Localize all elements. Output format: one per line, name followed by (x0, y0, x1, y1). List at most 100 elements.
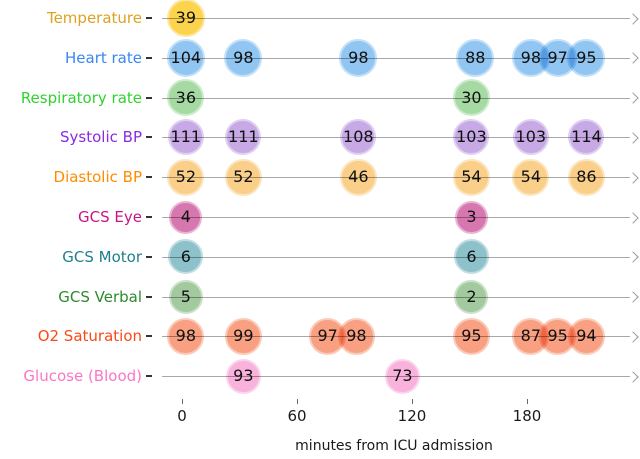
bubble-value: 95 (461, 326, 482, 346)
data-bubble: 2 (454, 279, 489, 314)
arrow-right-icon (627, 12, 639, 25)
data-bubble: 98 (224, 38, 263, 77)
data-bubble: 93 (225, 358, 261, 394)
bubble-value: 94 (576, 326, 597, 346)
y-tick-mark (146, 17, 152, 19)
bubble-value: 36 (175, 87, 196, 107)
data-bubble: 6 (453, 239, 489, 275)
row-timeline (162, 97, 630, 99)
y-tick-mark (146, 216, 152, 218)
bubble-value: 98 (520, 47, 541, 67)
data-bubble: 98 (167, 317, 205, 355)
y-tick-mark (146, 176, 152, 179)
data-bubble: 94 (567, 317, 605, 355)
data-bubble: 98 (339, 38, 378, 77)
data-bubble: 99 (224, 317, 262, 355)
bubble-value: 39 (175, 8, 196, 27)
data-bubble: 111 (225, 119, 262, 156)
row-label: O2 Saturation (37, 327, 142, 346)
data-bubble: 103 (453, 119, 490, 156)
row-timeline (162, 137, 630, 139)
data-bubble: 52 (167, 158, 205, 196)
bubble-value: 54 (461, 167, 482, 187)
data-bubble: 39 (166, 0, 205, 37)
x-axis-title: minutes from ICU admission (295, 438, 493, 454)
y-tick-mark (146, 255, 152, 258)
x-tick-mark (527, 399, 528, 404)
row-label: Systolic BP (60, 128, 142, 147)
bubble-value: 6 (180, 246, 191, 266)
bubble-value: 95 (576, 47, 597, 67)
data-bubble: 6 (168, 239, 204, 275)
bubble-value: 2 (466, 286, 477, 306)
data-bubble: 108 (340, 119, 377, 156)
bubble-value: 3 (466, 207, 477, 226)
x-tick-label: 120 (397, 407, 427, 425)
arrow-right-icon (627, 92, 639, 104)
bubble-value: 54 (520, 167, 541, 187)
bubble-value: 93 (233, 366, 254, 386)
bubble-value: 88 (465, 47, 486, 67)
data-bubble: 46 (339, 158, 377, 196)
row-label: Heart rate (65, 48, 142, 67)
bubble-value: 4 (180, 207, 191, 226)
data-bubble: 104 (166, 38, 205, 77)
bubble-value: 30 (461, 87, 482, 107)
row-label: GCS Motor (62, 247, 142, 266)
row-timeline (162, 256, 630, 258)
bubble-value: 98 (175, 326, 196, 346)
y-tick-mark (146, 56, 152, 59)
bubble-value: 99 (233, 326, 254, 346)
bubble-value: 86 (576, 167, 597, 187)
x-tick-label: 0 (177, 407, 187, 425)
data-bubble: 114 (568, 119, 605, 156)
data-bubble: 86 (567, 158, 605, 196)
x-tick-label: 180 (512, 407, 542, 425)
row-timeline (162, 296, 630, 298)
arrow-right-icon (627, 291, 639, 303)
bubble-value: 103 (456, 127, 487, 147)
row-timeline (162, 336, 630, 338)
data-bubble: 95 (567, 38, 606, 77)
bubble-value: 103 (515, 127, 547, 147)
data-bubble: 103 (512, 119, 549, 156)
bubble-value: 95 (547, 326, 568, 346)
data-bubble: 30 (452, 79, 490, 117)
bubble-value: 52 (233, 167, 254, 187)
bubble-value: 97 (547, 47, 568, 67)
row-label: GCS Eye (78, 208, 142, 226)
data-bubble: 88 (456, 38, 495, 77)
row-timeline (162, 57, 630, 59)
bubble-value: 98 (346, 326, 367, 346)
bubble-value: 111 (170, 127, 202, 147)
arrow-right-icon (627, 52, 639, 64)
data-bubble: 54 (452, 158, 490, 196)
bubble-value: 46 (348, 167, 369, 187)
bubble-value: 98 (233, 47, 254, 67)
bubble-value: 108 (343, 127, 374, 147)
arrow-right-icon (627, 132, 639, 144)
bubble-value: 73 (392, 366, 413, 386)
data-bubble: 54 (512, 158, 550, 196)
data-bubble: 98 (337, 317, 375, 355)
row-timeline (162, 18, 630, 19)
y-tick-mark (146, 96, 152, 99)
x-tick-mark (297, 399, 298, 404)
bubble-value: 114 (571, 127, 602, 147)
data-bubble: 52 (224, 158, 262, 196)
y-tick-mark (146, 335, 152, 338)
data-bubble: 3 (454, 200, 488, 234)
y-tick-mark (146, 375, 152, 378)
x-tick-mark (182, 399, 183, 404)
bubble-value: 98 (348, 47, 369, 67)
arrow-right-icon (627, 211, 639, 224)
arrow-right-icon (627, 331, 639, 343)
bubble-value: 97 (317, 326, 338, 346)
bubble-value: 87 (520, 326, 541, 346)
row-timeline (162, 217, 630, 218)
row-label: Temperature (46, 9, 142, 27)
bubble-value: 5 (180, 286, 191, 306)
data-bubble: 95 (452, 317, 490, 355)
bubble-value: 52 (175, 167, 196, 187)
row-label: Diastolic BP (53, 168, 142, 187)
